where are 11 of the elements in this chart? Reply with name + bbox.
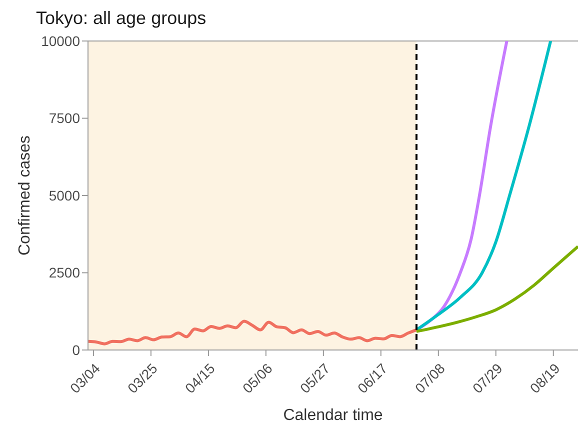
y-tick-label: 5000: [48, 187, 80, 204]
y-tick-label: 7500: [48, 110, 80, 126]
y-tick-label: 10000: [41, 32, 80, 49]
line-series: [414, 244, 578, 333]
y-tick-label: 2500: [48, 264, 80, 281]
y-tick-label: 0: [72, 342, 80, 358]
x-axis-title: Calendar time: [283, 407, 383, 424]
line-series: [414, 41, 552, 332]
y-axis-title: Confirmed cases: [16, 135, 34, 256]
chart-title: Tokyo: all age groups: [36, 8, 206, 29]
line-series: [88, 320, 418, 346]
